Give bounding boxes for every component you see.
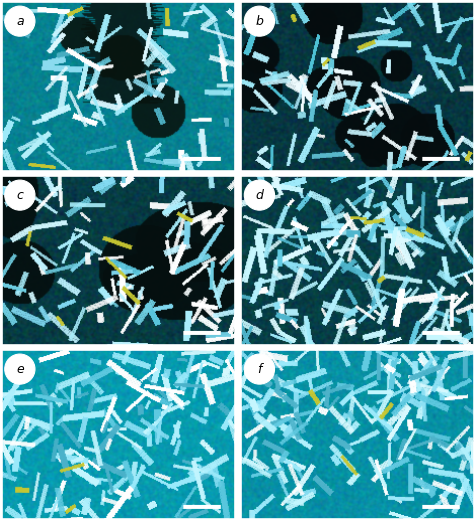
Text: b: b <box>256 15 263 28</box>
Circle shape <box>244 180 275 210</box>
Text: d: d <box>256 189 263 202</box>
Text: a: a <box>16 15 24 28</box>
Circle shape <box>244 354 275 384</box>
Text: e: e <box>16 363 24 376</box>
Circle shape <box>5 6 35 36</box>
Text: f: f <box>257 363 262 376</box>
Circle shape <box>5 180 35 210</box>
Circle shape <box>5 354 35 384</box>
Text: c: c <box>16 189 23 202</box>
Circle shape <box>244 6 275 36</box>
